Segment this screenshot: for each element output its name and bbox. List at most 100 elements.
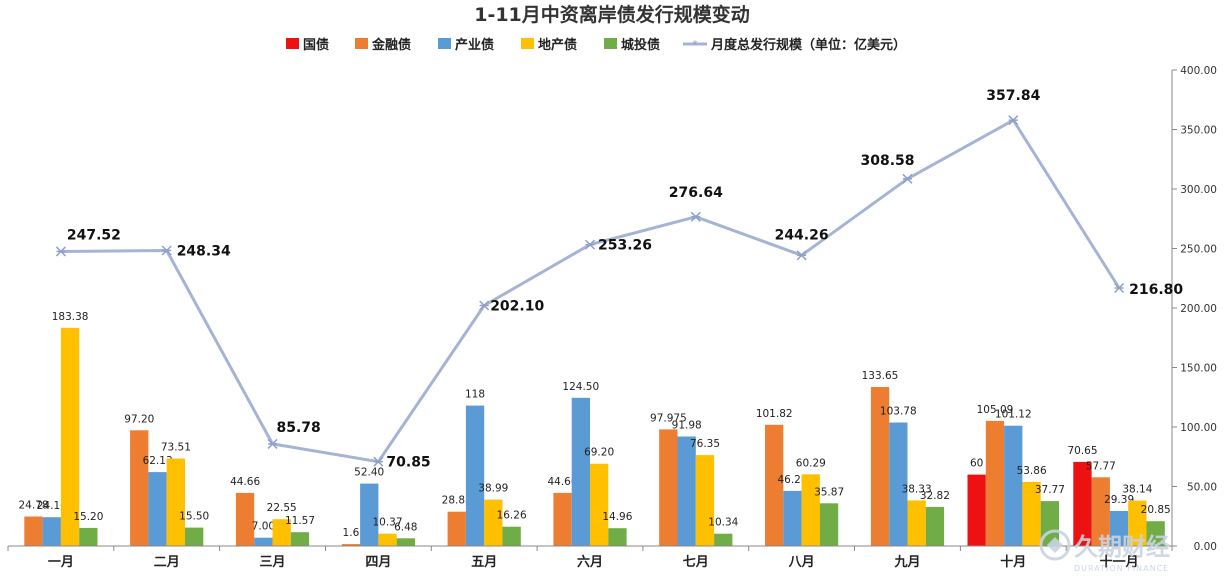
bar-data-label: 32.82 — [920, 490, 950, 502]
bar-data-label: 38.99 — [478, 483, 508, 495]
bar — [396, 538, 415, 546]
bar — [166, 458, 185, 546]
bar — [1004, 425, 1023, 546]
line-point — [55, 246, 66, 257]
bar-data-label: 37.77 — [1035, 484, 1065, 496]
line-data-label: 216.80 — [1129, 282, 1183, 298]
bar — [484, 499, 503, 546]
line-data-label: 248.34 — [177, 244, 231, 260]
watermark-logo-icon — [1039, 529, 1071, 561]
line-point — [1114, 282, 1125, 294]
bar-data-label: 35.87 — [814, 486, 844, 498]
line-data-label: 244.26 — [775, 227, 829, 243]
bar-data-label: 16.26 — [497, 510, 527, 522]
bar-data-label: 38.33 — [902, 483, 932, 495]
bar-data-label: 73.51 — [161, 442, 191, 454]
legend-item: 地产债 — [521, 37, 577, 53]
bar — [889, 422, 908, 546]
y-tick-label: 150.00 — [1180, 363, 1217, 375]
bar-data-label: 38.14 — [1122, 484, 1152, 496]
bar-data-label: 6.48 — [394, 521, 417, 533]
line-series: 247.52 248.34 85.78 70.85 202.10 253.26 276.64… — [55, 88, 1183, 471]
bar — [870, 387, 890, 546]
line-point — [161, 245, 172, 256]
legend-item: 国债 — [286, 37, 329, 53]
bar — [235, 492, 255, 546]
bar-data-label: 10.37 — [372, 517, 402, 529]
bar — [925, 506, 945, 546]
legend-label: 地产债 — [538, 37, 577, 53]
axes: 一月 二月 三月 四月 五月 六月 七月 八月 九月 十月 十一月 0.00 50.00 100.00 15… — [7, 65, 1217, 570]
bar — [819, 503, 839, 546]
bar — [907, 500, 926, 546]
bar-data-label: 44.66 — [230, 476, 260, 488]
bar — [1073, 461, 1092, 546]
bar — [571, 397, 590, 546]
legend-label: 城投债 — [621, 37, 660, 53]
bar — [1022, 481, 1041, 546]
line-data-label: 70.85 — [386, 455, 430, 471]
legend-marker: * — [692, 38, 698, 51]
bar-data-label: 24.78 — [18, 500, 48, 512]
bar — [185, 527, 204, 546]
bar-data-label: 101.12 — [995, 409, 1032, 421]
bar — [502, 526, 521, 546]
bar-data-label: 15.20 — [73, 511, 103, 523]
line-point — [1008, 115, 1019, 126]
bar — [341, 544, 361, 546]
bar — [714, 533, 733, 546]
y-tick-label: 0.00 — [1194, 541, 1217, 553]
bar-data-label: 7.00 — [252, 521, 275, 533]
line-data-label: 247.52 — [67, 228, 121, 244]
y-tick-label: 250.00 — [1180, 244, 1217, 256]
bar-data-label: 60 — [970, 458, 983, 470]
bar-data-label: 97.20 — [124, 413, 154, 425]
bar-data-label: 24.16 — [37, 500, 67, 512]
bar — [360, 483, 379, 546]
bar — [272, 519, 291, 546]
watermark: 久期财经 DURATION FINANCE — [1039, 529, 1170, 573]
line-point — [796, 250, 807, 261]
line-data-label: 357.84 — [986, 88, 1040, 104]
bar-data-label: 11.57 — [285, 515, 315, 527]
y-tick-label: 200.00 — [1180, 303, 1217, 315]
legend-swatch — [355, 38, 368, 49]
bar-data-label: 28.85 — [442, 495, 472, 507]
bar — [553, 492, 572, 546]
bar-data-label: 91.98 — [672, 420, 702, 432]
line-point — [902, 173, 913, 184]
bar-data-label: 118 — [465, 389, 485, 401]
bar — [148, 472, 167, 546]
watermark-en: DURATION FINANCE — [1074, 564, 1169, 573]
bar-data-label: 44.60 — [547, 476, 577, 488]
y-tick-label: 50.00 — [1187, 482, 1217, 494]
x-tick-label: 四月 — [365, 555, 391, 570]
legend-label: 金融债 — [371, 37, 411, 53]
bar — [608, 528, 627, 546]
line-data-label: 253.26 — [598, 238, 652, 254]
line-data-label: 202.10 — [490, 299, 544, 315]
line-point — [479, 300, 490, 311]
legend-item: 城投债 — [604, 37, 660, 53]
y-tick-label: 400.00 — [1180, 65, 1217, 77]
bar-data-label: 76.35 — [690, 438, 720, 450]
bar-data-label: 1.6 — [343, 527, 360, 539]
bar-data-label: 103.78 — [880, 406, 917, 418]
x-tick-label: 八月 — [788, 555, 815, 570]
chart-title: 1-11月中资离岸债发行规模变动 — [474, 3, 750, 26]
line-data-label: 276.64 — [669, 185, 723, 201]
bar — [60, 327, 80, 546]
bar — [677, 436, 696, 546]
legend-swatch — [286, 38, 299, 49]
x-tick-label: 五月 — [471, 555, 497, 570]
y-tick-label: 100.00 — [1180, 422, 1217, 434]
bar — [24, 516, 43, 546]
x-tick-label: 一月 — [48, 555, 74, 570]
bar-data-label: 60.29 — [796, 457, 826, 469]
bar-data-label: 105.09 — [977, 404, 1014, 416]
bar — [1128, 500, 1147, 546]
y-tick-label: 300.00 — [1180, 184, 1217, 196]
x-tick-label: 九月 — [893, 555, 920, 570]
